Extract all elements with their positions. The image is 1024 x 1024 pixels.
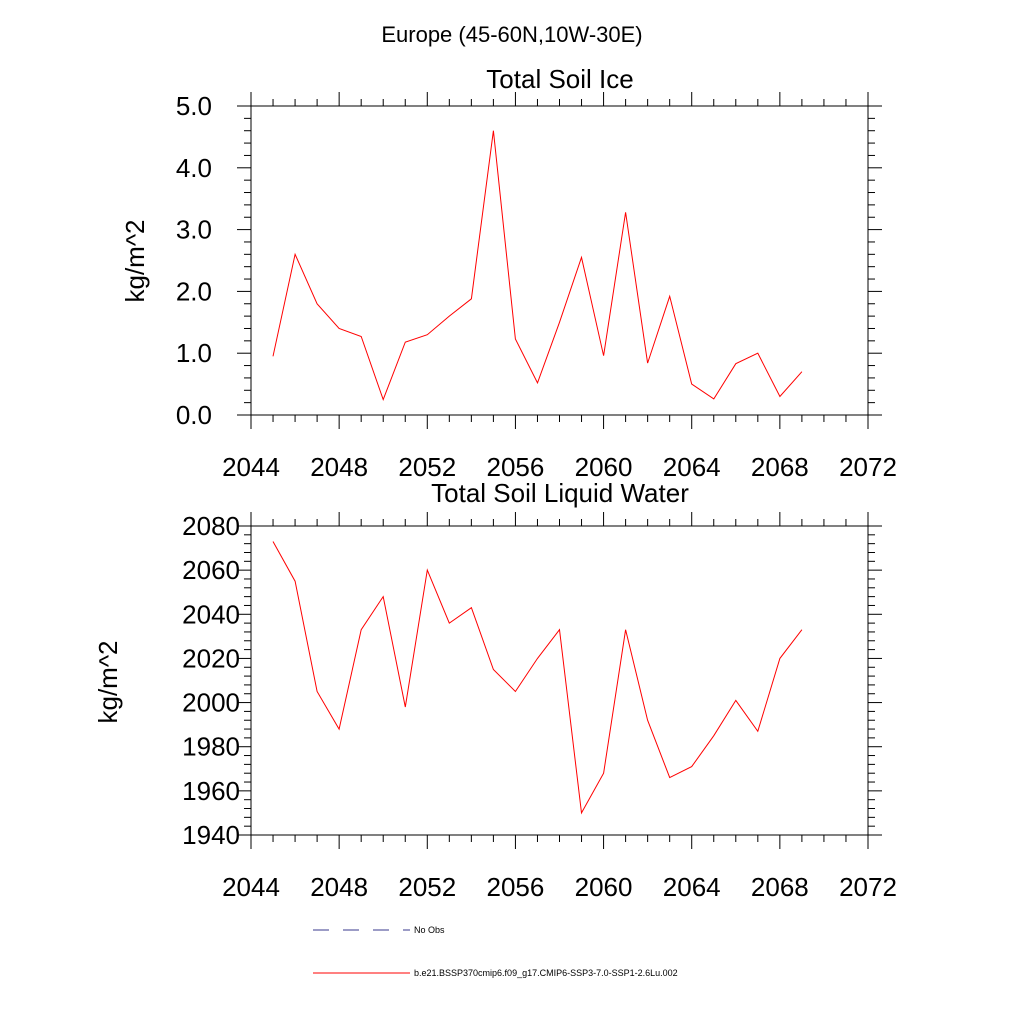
y-tick-label: 3.0 (176, 215, 212, 245)
y-tick-label: 1980 (182, 732, 240, 762)
x-tick-label: 2060 (575, 872, 633, 902)
legend-label-no-obs: No Obs (414, 925, 445, 935)
chart-title-soil-liquid-water: Total Soil Liquid Water (431, 478, 689, 508)
plot-frame-soil-ice (250, 105, 869, 416)
y-tick-label: 5.0 (176, 91, 212, 121)
y-tick-label: 2020 (182, 643, 240, 673)
panel-total-soil-ice: Total Soil Ice kg/m^2 2044 2048 2052 2056 20… (120, 64, 897, 482)
y-tick-label: 2000 (182, 688, 240, 718)
y-tick-label: 2.0 (176, 276, 212, 306)
y-tick-label: 2060 (182, 555, 240, 585)
series-line-soil-ice (272, 130, 803, 402)
x-tick-label: 2072 (839, 872, 897, 902)
x-tick-label: 2056 (487, 872, 545, 902)
x-tick-label: 2060 (575, 452, 633, 482)
x-tick-label: 2044 (222, 872, 280, 902)
y-tick-label: 2080 (182, 511, 240, 541)
x-tick-label: 2068 (751, 872, 809, 902)
x-tick-label: 2056 (487, 452, 545, 482)
y-tick-label: 1.0 (176, 338, 212, 368)
y-axis-label-soil-liquid-water: kg/m^2 (93, 640, 123, 723)
figure-suptitle: Europe (45-60N,10W-30E) (381, 22, 642, 47)
x-tick-label: 2052 (398, 872, 456, 902)
y-tick-label: 2040 (182, 599, 240, 629)
plot-frame-soil-liquid-water (250, 525, 869, 836)
panel-total-soil-liquid-water: Total Soil Liquid Water kg/m^2 2044 2048 2… (93, 478, 897, 902)
legend: No Obs b.e21.BSSP370cmip6.f09_g17.CMIP6-… (313, 925, 678, 978)
x-tick-label: 2044 (222, 452, 280, 482)
x-tick-label: 2068 (751, 452, 809, 482)
chart-title-soil-ice: Total Soil Ice (486, 64, 633, 94)
y-tick-label: 4.0 (176, 153, 212, 183)
x-tick-label: 2048 (310, 872, 368, 902)
x-tick-label: 2052 (398, 452, 456, 482)
legend-label-run: b.e21.BSSP370cmip6.f09_g17.CMIP6-SSP3-7.… (414, 968, 678, 978)
y-axis-label-soil-ice: kg/m^2 (120, 219, 150, 302)
x-tick-label: 2072 (839, 452, 897, 482)
y-tick-label: 0.0 (176, 400, 212, 430)
x-tick-label: 2064 (663, 872, 721, 902)
x-tick-label: 2048 (310, 452, 368, 482)
x-tick-label: 2064 (663, 452, 721, 482)
y-tick-label: 1940 (182, 820, 240, 850)
series-line-soil-liquid-water (272, 541, 803, 815)
y-tick-label: 1960 (182, 776, 240, 806)
